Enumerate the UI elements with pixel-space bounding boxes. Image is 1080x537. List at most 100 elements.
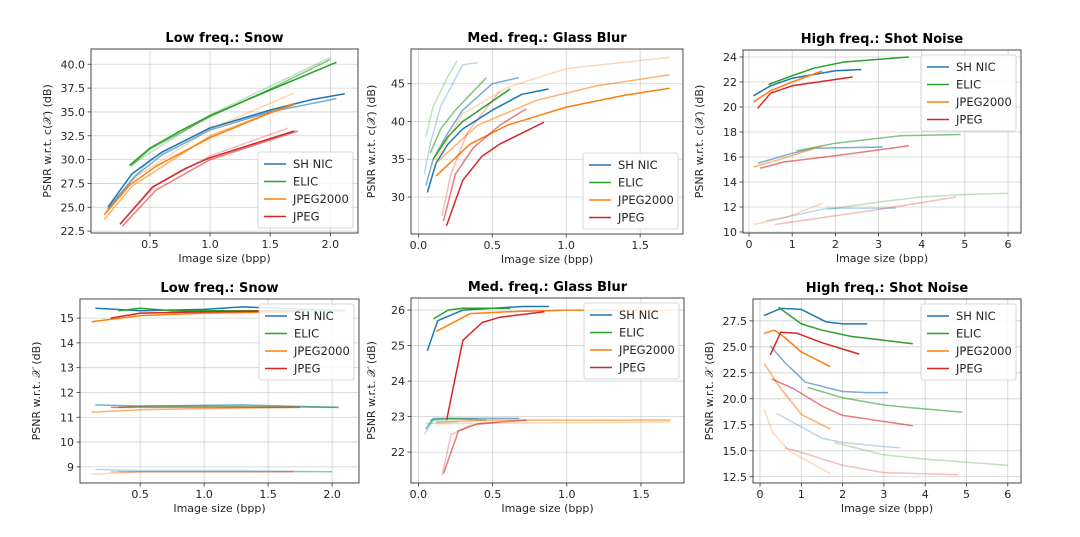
legend-label: SH NIC xyxy=(956,309,996,323)
subplot-2: 0.0 0.5 1.0 1.5 30 35 40 45 Med. freq.: Glass Bl… xyxy=(365,31,684,266)
y-axis-label: PSNR w.r.t. 𝒳 (dB) xyxy=(703,342,716,441)
legend-label: JPEG xyxy=(617,211,645,225)
x-axis-label: Image size (bpp) xyxy=(836,252,928,265)
subplot-1: 0.5 1.0 1.5 2.0 22.5 25.0 27.5 30.0 32.5 35.0 37.5… xyxy=(41,31,359,265)
series-line-jpeg-2 xyxy=(442,108,527,222)
x-tick-label: 1.0 xyxy=(201,238,219,251)
subplot-title: Med. freq.: Glass Blur xyxy=(467,31,627,46)
legend: SH NIC ELIC JPEG2000 JPEG xyxy=(583,302,680,380)
legend-label: SH NIC xyxy=(619,308,659,322)
x-tick-label: 1.0 xyxy=(557,239,575,252)
y-axis-label: PSNR w.r.t. 𝒳 (dB) xyxy=(30,342,43,441)
series-line-jpeg-1 xyxy=(110,309,301,319)
series-line-jpeg2000-3 xyxy=(91,471,294,476)
x-axis-label: Image size (bpp) xyxy=(841,502,933,515)
legend: SH NIC ELIC JPEG2000 JPEG xyxy=(920,303,1017,381)
axes-frame xyxy=(79,298,360,484)
x-tick-label: 5 xyxy=(961,238,968,251)
x-tick-label: 1.0 xyxy=(195,488,213,501)
series-line-jpeg2000-3 xyxy=(753,202,823,226)
subplot-title: High freq.: Shot Noise xyxy=(801,32,964,47)
x-tick-label: 0.0 xyxy=(410,488,428,501)
subplot-title: Low freq.: Snow xyxy=(160,281,278,296)
subplot-5: 0.0 0.5 1.0 1.5 22 23 24 25 26 Med. freq.: Glass … xyxy=(365,280,685,515)
series-line-elic-2 xyxy=(429,77,487,154)
series-line-sh-nic-3 xyxy=(108,104,295,207)
x-axis-label: Image size (bpp) xyxy=(173,502,265,515)
legend-label: SH NIC xyxy=(293,157,333,171)
series-line-sh-nic-1 xyxy=(107,93,345,208)
y-tick-label: 12.5 xyxy=(723,471,748,484)
axes-frame xyxy=(410,48,684,235)
series-line-sh-nic-2 xyxy=(425,76,520,186)
x-tick-label: 2 xyxy=(832,238,839,251)
legend-box xyxy=(257,151,354,229)
legend-box xyxy=(258,303,355,381)
y-tick-label: 12 xyxy=(60,386,74,399)
x-axis-label: Image size (bpp) xyxy=(501,502,593,515)
legend-label: JPEG2000 xyxy=(955,95,1012,109)
y-tick-label: 17.5 xyxy=(723,419,748,432)
y-tick-label: 9 xyxy=(67,461,74,474)
y-tick-label: 14 xyxy=(723,176,737,189)
x-tick-label: 0.5 xyxy=(131,488,149,501)
y-tick-label: 32.5 xyxy=(61,130,86,143)
legend-label: JPEG2000 xyxy=(955,344,1012,358)
subplot-title: Med. freq.: Glass Blur xyxy=(468,280,628,295)
series-line-jpeg-1 xyxy=(445,121,545,226)
legend: SH NIC ELIC JPEG2000 JPEG xyxy=(258,303,355,381)
legend-box xyxy=(583,302,680,380)
series-line-jpeg2000-3 xyxy=(763,408,831,475)
y-tick-label: 20 xyxy=(723,101,737,114)
y-tick-label: 35 xyxy=(391,153,405,166)
series-line-elic-1 xyxy=(129,61,337,166)
y-tick-label: 12 xyxy=(723,201,737,214)
subplot-title: Low freq.: Snow xyxy=(165,31,283,46)
series-line-elic-2 xyxy=(430,417,487,421)
series-line-sh-nic-3 xyxy=(95,468,333,473)
series-line-elic-1 xyxy=(432,88,511,160)
x-tick-label: 0.5 xyxy=(141,238,159,251)
axes-frame xyxy=(752,298,1022,484)
series-line-jpeg-3 xyxy=(120,127,289,224)
series-line-jpeg2000-1 xyxy=(435,87,670,177)
series-line-elic-3 xyxy=(425,60,458,137)
y-axis-label: PSNR w.r.t. c(𝒳) (dB) xyxy=(41,84,54,197)
y-tick-label: 22.5 xyxy=(723,367,748,380)
series-line-jpeg2000-3 xyxy=(436,421,671,425)
legend-label: ELIC xyxy=(956,327,981,341)
y-tick-label: 27.5 xyxy=(723,315,748,328)
x-tick-label: 0 xyxy=(757,488,764,501)
y-tick-label: 24 xyxy=(723,51,737,64)
series-line-jpeg2000-1 xyxy=(752,70,823,103)
series-line-elic-1 xyxy=(432,307,511,320)
x-tick-label: 2.0 xyxy=(323,488,341,501)
series-line-jpeg2000-2 xyxy=(436,419,671,423)
x-axis-label: Image size (bpp) xyxy=(501,253,593,266)
y-tick-label: 40 xyxy=(391,115,405,128)
series-line-jpeg2000-1 xyxy=(91,311,294,323)
series-line-jpeg-3 xyxy=(441,90,501,217)
y-tick-label: 26 xyxy=(391,304,405,317)
y-tick-label: 30.0 xyxy=(61,154,86,167)
y-tick-label: 13 xyxy=(60,362,74,375)
y-tick-label: 22 xyxy=(391,446,405,459)
series-line-jpeg-1 xyxy=(757,76,853,109)
y-tick-label: 37.5 xyxy=(61,82,86,95)
y-tick-label: 18 xyxy=(723,126,737,139)
legend-label: JPEG xyxy=(955,113,983,127)
y-tick-label: 22.5 xyxy=(61,225,86,238)
series-line-elic-2 xyxy=(130,58,331,167)
legend-label: ELIC xyxy=(293,175,318,189)
series-line-elic-3 xyxy=(131,56,331,166)
y-tick-label: 23 xyxy=(391,411,405,424)
series-line-jpeg2000-2 xyxy=(753,145,823,168)
x-tick-label: 1.0 xyxy=(558,488,576,501)
axes-frame xyxy=(90,48,359,234)
axes-frame xyxy=(410,297,685,484)
legend-label: ELIC xyxy=(294,327,319,341)
x-tick-label: 5 xyxy=(963,488,970,501)
legend-label: JPEG xyxy=(618,361,646,375)
